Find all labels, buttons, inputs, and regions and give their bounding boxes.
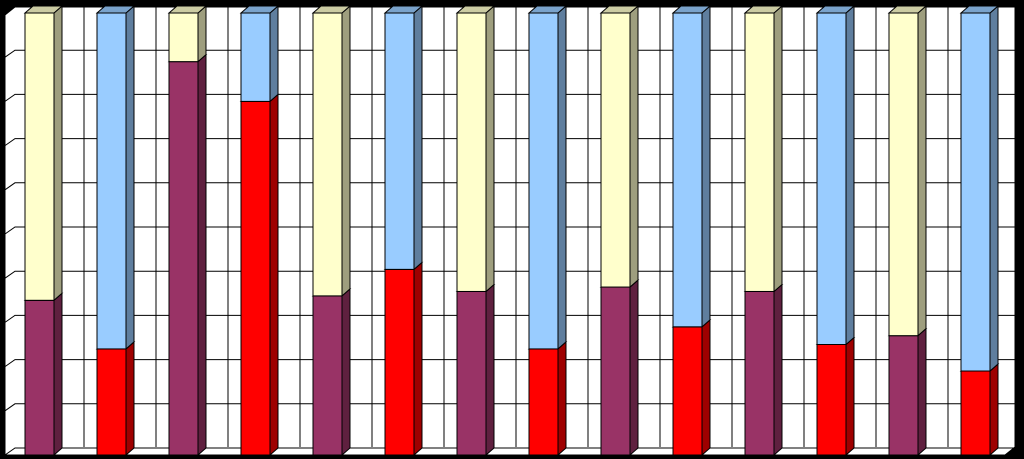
bar-top [527,5,568,14]
bar-segment [528,12,559,350]
bar-top [95,5,136,14]
bar-segment [456,290,487,456]
bar-top [383,5,424,14]
bar-segment [888,12,919,337]
bar-side [845,336,855,457]
bar-side [485,283,495,457]
bar-top [887,5,928,14]
bar-side [845,4,855,346]
bar-segment [888,335,919,456]
bar-segment [96,348,127,456]
bar-top [167,5,208,14]
bar-side [773,283,783,457]
bar-top [959,5,1000,14]
bar-side [197,53,207,457]
bar-side [53,4,63,302]
bar-side [701,318,711,457]
bar-segment [240,100,271,456]
bar-segment [312,12,343,297]
bar-side [125,4,135,351]
bar-side [557,340,567,457]
bar-side [485,4,495,293]
bar-segment [816,12,847,345]
bar-side [701,4,711,328]
bar-segment [24,12,55,301]
bar-segment [600,12,631,288]
bar-top [743,5,784,14]
bar-segment [960,370,991,456]
bar-side [413,261,423,457]
bar-side [125,340,135,457]
bar-segment [384,12,415,270]
bar-side [917,4,927,337]
bar-side [557,4,567,351]
bar-top [239,5,280,14]
bar-segment [960,12,991,372]
bar-segment [168,61,199,456]
bar-top [599,5,640,14]
bar-top [815,5,856,14]
bar-segment [24,299,55,456]
bar-segment [168,12,199,63]
bar-side [989,4,999,373]
bar-segment [672,326,703,456]
bar-segment [672,12,703,328]
bar-segment [816,344,847,456]
bar-side [773,4,783,293]
bar-segment [456,12,487,292]
bar-segment [312,295,343,456]
bar-side [53,292,63,457]
bar-side [341,4,351,297]
bar-segment [240,12,271,102]
bar-segment [600,286,631,456]
bar-side [917,327,927,457]
bar-segment [744,290,775,456]
bar-side [269,93,279,457]
bar-top [311,5,352,14]
bar-side [989,362,999,457]
bar-side [341,287,351,457]
bar-side [197,4,207,63]
bar-segment [528,348,559,456]
bar-segment [384,268,415,456]
bar-segment [744,12,775,292]
bar-side [629,278,639,457]
bar-side [413,4,423,271]
bar-top [671,5,712,14]
bar-side [629,4,639,289]
bar-segment [96,12,127,350]
bar-side [269,4,279,103]
bar-top [23,5,64,14]
bar-top [455,5,496,14]
